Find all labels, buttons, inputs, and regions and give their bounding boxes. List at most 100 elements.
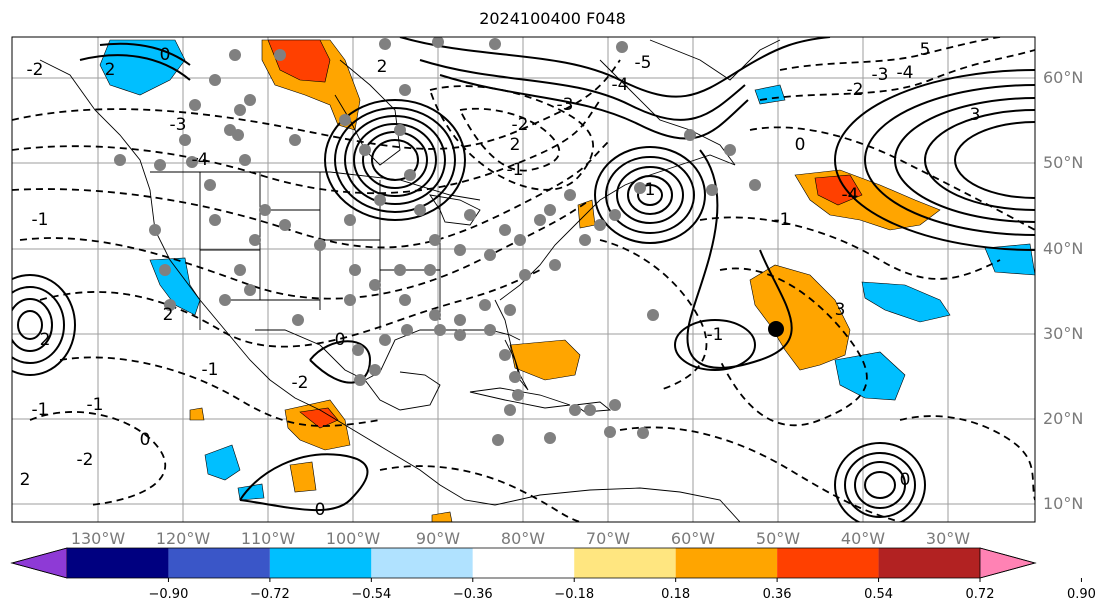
- labrador: [599, 59, 736, 166]
- ne-high-ring-5: [637, 184, 663, 206]
- station-marker: [399, 294, 411, 306]
- ne-high-ring-1: [594, 146, 706, 244]
- contour-label: -3: [170, 115, 187, 135]
- alaska-contour-1: [79, 54, 191, 81]
- colorbar-tick-label: −0.54: [351, 587, 392, 602]
- contour-label: -1: [32, 400, 49, 420]
- neg-contour-12: [699, 216, 1001, 280]
- colorbar-segment: [675, 548, 778, 578]
- station-marker: [609, 209, 621, 221]
- lon-label: 90°W: [415, 529, 461, 548]
- neg-contour-7: [29, 411, 167, 506]
- station-marker: [344, 214, 356, 226]
- station-marker: [432, 37, 444, 48]
- station-marker: [189, 99, 201, 111]
- se-high-ring-1: [834, 442, 926, 522]
- e-high-ring-4: [924, 109, 1035, 211]
- contour-label: 0: [160, 45, 171, 65]
- station-marker: [374, 194, 386, 206]
- neg-contour-16: [619, 426, 901, 522]
- lon-label: 110°W: [240, 529, 296, 548]
- station-marker: [424, 264, 436, 276]
- contour-label: 0: [900, 470, 911, 490]
- station-marker: [519, 269, 531, 281]
- station-marker: [149, 224, 161, 236]
- contour-label: 2: [20, 470, 31, 490]
- ne-high-ring-4: [627, 175, 673, 215]
- station-marker: [404, 169, 416, 181]
- station-marker: [564, 189, 576, 201]
- colorbar-extend-high: [979, 547, 1037, 579]
- station-marker: [609, 399, 621, 411]
- station-marker: [534, 214, 546, 226]
- station-marker: [114, 154, 126, 166]
- high-ring-2: [334, 107, 456, 213]
- station-marker: [484, 324, 496, 336]
- station-marker: [399, 84, 411, 96]
- contour-label: -3: [557, 95, 574, 115]
- station-marker: [379, 334, 391, 346]
- station-marker: [219, 294, 231, 306]
- e-high-ring-5: [954, 121, 1035, 199]
- contour-label: -5: [635, 53, 652, 73]
- colorbar-tick-label: 0.90: [1066, 587, 1096, 602]
- north-ridge-2: [419, 59, 746, 121]
- station-marker: [604, 426, 616, 438]
- station-marker: [429, 234, 441, 246]
- contour-label: -4: [192, 150, 209, 170]
- colorbar-tick-label: 0.18: [661, 587, 691, 602]
- cuba: [469, 387, 571, 409]
- se-high-ring-2: [844, 452, 916, 518]
- lat-label: 40°N: [1043, 239, 1084, 258]
- north-america-west-coast: [39, 59, 496, 506]
- station-marker: [454, 314, 466, 326]
- station-marker: [512, 389, 524, 401]
- station-marker: [369, 279, 381, 291]
- station-marker: [314, 239, 326, 251]
- atlantic-contour: [686, 149, 793, 369]
- station-markers: [114, 37, 761, 446]
- mexico-contour: [239, 453, 369, 512]
- florida: [494, 299, 529, 391]
- colorbar-tick-label: −0.18: [554, 587, 595, 602]
- contour-label: -1: [707, 325, 724, 345]
- station-marker: [484, 249, 496, 261]
- se-high-ring-4: [864, 471, 896, 499]
- station-marker: [499, 224, 511, 236]
- contour-label: -1: [507, 160, 524, 180]
- lat-label: 10°N: [1043, 494, 1084, 513]
- colorbar-segment: [269, 548, 372, 578]
- high-ring-3: [344, 115, 446, 205]
- atlantic-low-1: [674, 319, 756, 371]
- station-marker: [509, 371, 521, 383]
- station-marker: [706, 184, 718, 196]
- contour-label: -1: [202, 360, 219, 380]
- ne-high-ring-2: [605, 156, 695, 234]
- contour-label: -2: [77, 450, 94, 470]
- station-marker: [429, 309, 441, 321]
- colorbar-tick-label: 0.54: [864, 587, 894, 602]
- station-marker: [549, 259, 561, 271]
- station-marker: [414, 204, 426, 216]
- north-ridge-3: [439, 74, 749, 140]
- station-marker: [179, 134, 191, 146]
- station-marker: [579, 234, 591, 246]
- contour-label: -4: [612, 75, 629, 95]
- orange-anomaly-mexico-2: [289, 461, 317, 493]
- colorbar-extend-low: [10, 547, 68, 579]
- high-ring-1: [324, 99, 466, 221]
- station-marker: [489, 38, 501, 50]
- contour-label: -3: [872, 65, 889, 85]
- colorbar-segment: [777, 548, 879, 578]
- yucatan: [364, 371, 441, 411]
- e-high-ring-1: [834, 69, 1035, 251]
- colorbar-tick-label: −0.90: [148, 587, 189, 602]
- station-marker: [514, 234, 526, 246]
- contour-label: -4: [842, 185, 859, 205]
- gulf-contour: [309, 340, 372, 384]
- lat-label: 20°N: [1043, 409, 1084, 428]
- station-marker: [616, 41, 628, 53]
- station-marker: [724, 144, 736, 156]
- station-marker: [454, 244, 466, 256]
